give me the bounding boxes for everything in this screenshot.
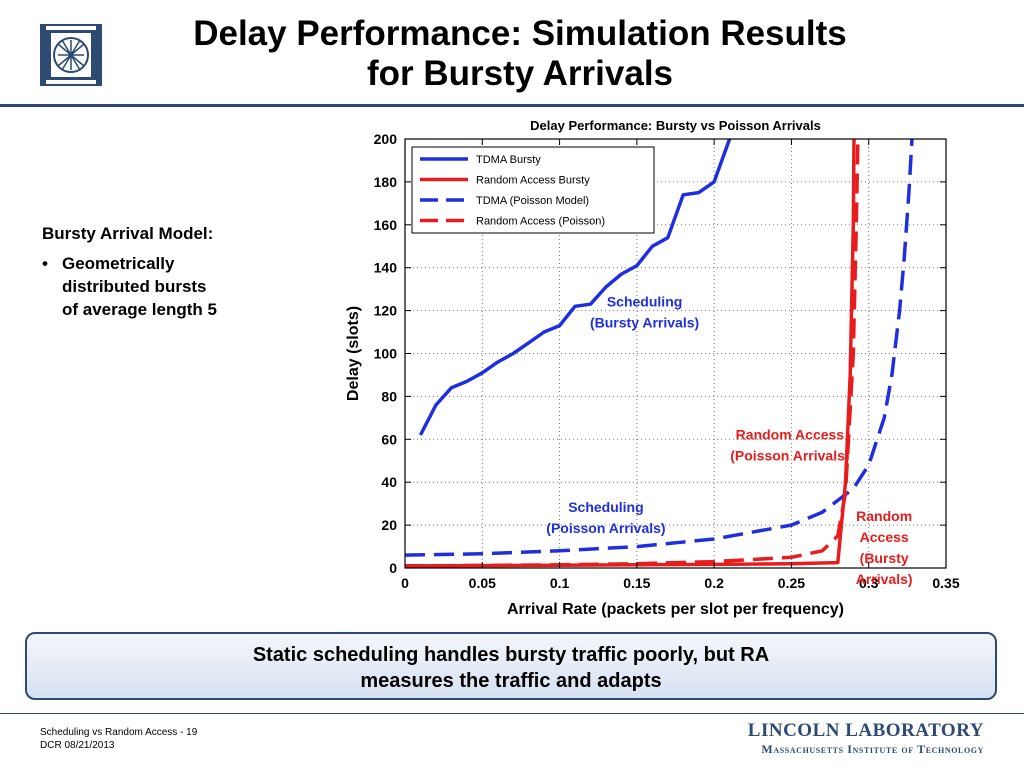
- lab-name: LINCOLN LABORATORY: [747, 720, 984, 741]
- y-axis-label: Delay (slots): [345, 306, 362, 401]
- callout-line: measures the traffic and adapts: [360, 670, 662, 692]
- bullet-line: distributed bursts: [62, 277, 207, 296]
- series-line-random-access-poisson: [405, 139, 860, 568]
- legend-label: TDMA (Poisson Model): [476, 195, 589, 207]
- lab-wordmark: LINCOLN LABORATORY Massachusetts Institu…: [748, 720, 984, 757]
- x-axis-label: Arrival Rate (packets per slot per frequ…: [507, 601, 844, 618]
- x-tick-label: 0.1: [550, 575, 570, 591]
- x-tick-label: 0.25: [778, 575, 805, 591]
- y-tick-label: 120: [374, 303, 398, 319]
- chart-annotation: Scheduling: [568, 499, 643, 515]
- y-tick-label: 20: [381, 517, 397, 533]
- series-line-tdma-poisson-model: [405, 139, 914, 557]
- chart-annotation: Arrivals): [856, 571, 913, 587]
- x-tick-label: 0.15: [623, 575, 650, 591]
- chart-annotation: Scheduling: [607, 293, 682, 309]
- legend-label: Random Access Bursty: [476, 175, 590, 187]
- y-tick-label: 80: [381, 388, 397, 404]
- y-tick-label: 140: [374, 260, 398, 276]
- title-divider: [0, 104, 1024, 107]
- bursty-model-heading: Bursty Arrival Model:: [42, 224, 214, 243]
- chart-annotation: Random Access: [736, 426, 845, 442]
- bullet-icon: •: [42, 254, 48, 273]
- chart-annotation: Random: [856, 508, 912, 524]
- lab-subtitle: Massachusetts Institute of Technology: [761, 742, 984, 756]
- chart-annotation: Access: [860, 529, 909, 545]
- chart-annotation: (Bursty Arrivals): [590, 314, 699, 330]
- legend-label: TDMA Bursty: [476, 154, 541, 166]
- delay-performance-chart: Delay Performance: Bursty vs Poisson Arr…: [345, 118, 960, 618]
- y-tick-label: 160: [374, 217, 398, 233]
- bullet-line: of average length 5: [62, 300, 217, 319]
- footer-info: Scheduling vs Random Access - 19 DCR 08/…: [40, 726, 197, 752]
- x-tick-label: 0.05: [469, 575, 496, 591]
- footer-author-date: DCR 08/21/2013: [40, 740, 115, 751]
- takeaway-callout: Static scheduling handles bursty traffic…: [25, 632, 997, 700]
- y-tick-label: 40: [381, 474, 397, 490]
- x-tick-label: 0.3: [859, 575, 879, 591]
- y-tick-label: 200: [374, 131, 398, 147]
- bursty-model-bullet: • Geometrically distributed bursts of av…: [42, 252, 322, 321]
- footer-divider: [0, 713, 1024, 714]
- x-tick-label: 0.2: [704, 575, 724, 591]
- legend-box: [411, 146, 655, 234]
- footer-slide-label: Scheduling vs Random Access - 19: [40, 727, 198, 738]
- y-tick-label: 100: [374, 346, 398, 362]
- chart-annotation: (Bursty: [860, 550, 909, 566]
- y-tick-label: 0: [389, 560, 397, 576]
- chart-title: Delay Performance: Bursty vs Poisson Arr…: [530, 118, 821, 133]
- lincoln-lab-emblem-icon: [40, 24, 102, 86]
- chart-annotation: (Poisson Arrivals): [546, 520, 665, 536]
- chart-annotation: (Poisson Arrivals): [730, 447, 849, 463]
- bullet-line: Geometrically: [62, 254, 175, 273]
- series-line-tdma-bursty: [418, 139, 732, 436]
- slide-title-line: for Bursty Arrivals: [366, 54, 674, 93]
- slide-title-line: Delay Performance: Simulation Results: [193, 14, 847, 53]
- legend-label: Random Access (Poisson): [476, 216, 605, 228]
- slide-title: Delay Performance: Simulation Results fo…: [120, 14, 920, 94]
- bursty-model-panel: Bursty Arrival Model: • Geometrically di…: [42, 224, 322, 321]
- bullet-text: Geometrically distributed bursts of aver…: [62, 252, 217, 321]
- y-tick-label: 60: [381, 431, 397, 447]
- x-tick-label: 0: [401, 575, 409, 591]
- y-tick-label: 180: [374, 174, 398, 190]
- callout-line: Static scheduling handles bursty traffic…: [252, 644, 770, 666]
- x-tick-label: 0.35: [932, 575, 959, 591]
